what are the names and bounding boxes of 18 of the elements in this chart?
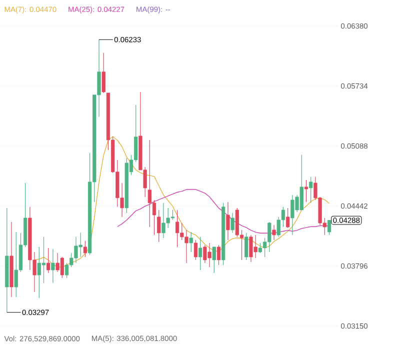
candlestick bbox=[327, 220, 332, 236]
candlestick bbox=[198, 236, 202, 270]
candlestick bbox=[230, 212, 234, 234]
candlestick bbox=[272, 224, 276, 240]
candlestick bbox=[102, 52, 106, 94]
candlestick bbox=[194, 240, 198, 260]
candlestick bbox=[51, 248, 55, 284]
candlestick bbox=[157, 210, 161, 242]
candlestick bbox=[46, 248, 50, 274]
candlestick bbox=[286, 208, 290, 228]
candlestick bbox=[304, 180, 308, 202]
candlestick bbox=[189, 232, 193, 252]
candlestick bbox=[244, 232, 248, 260]
candlestick bbox=[226, 202, 230, 240]
candlestick bbox=[83, 240, 88, 258]
candlestick bbox=[216, 244, 221, 266]
candlestick bbox=[212, 246, 216, 274]
candlestick bbox=[309, 176, 313, 204]
